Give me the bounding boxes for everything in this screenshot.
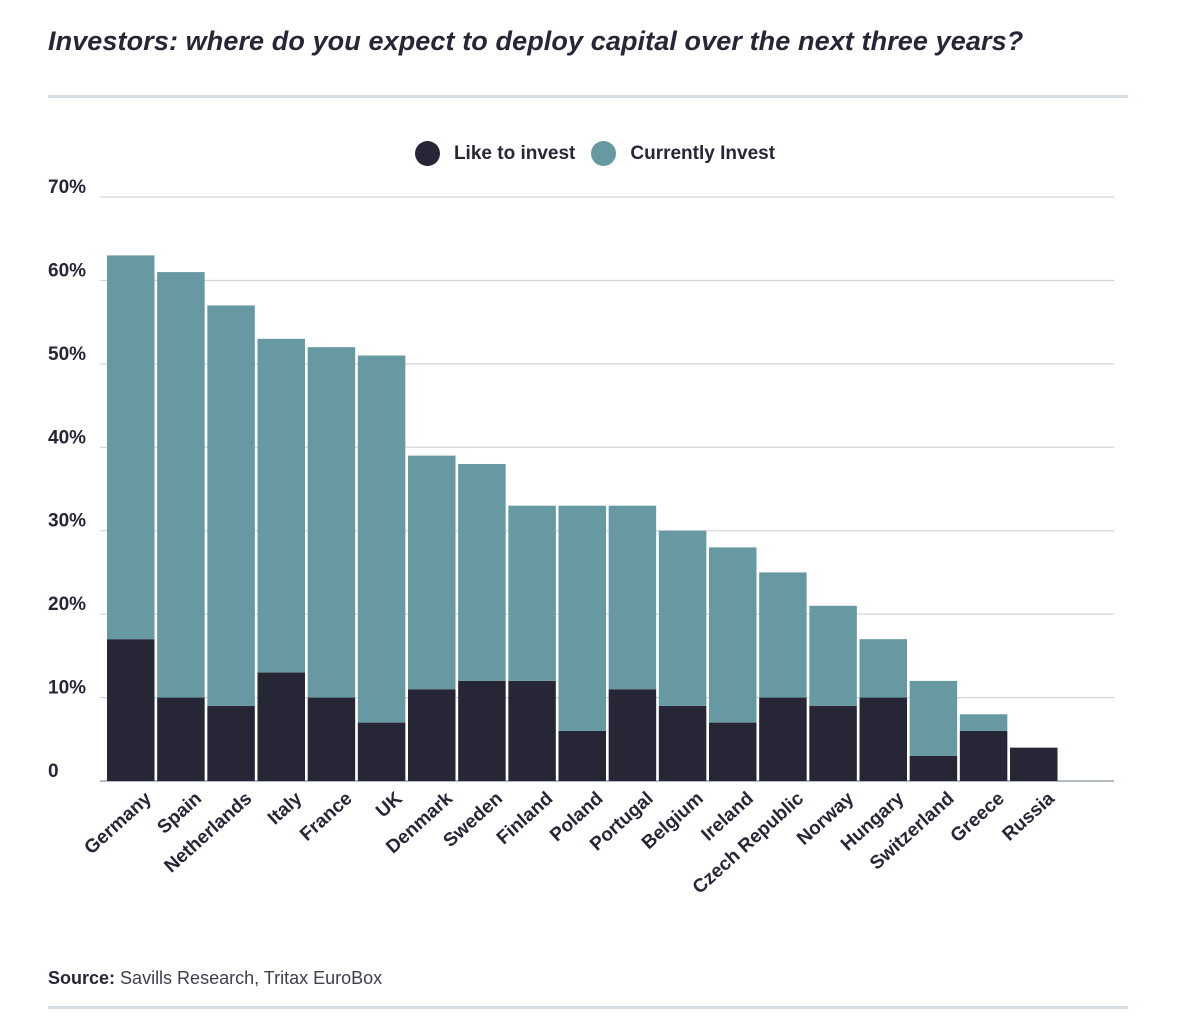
legend-swatch-current [591,141,617,166]
y-tick-label: 60% [48,260,86,281]
x-tick-label: UK [372,788,407,822]
bar-like-to-invest [809,705,857,781]
y-tick-label: 0 [48,761,59,782]
bottom-divider [48,1006,1128,1009]
bar-currently-invest [608,505,657,690]
bar-like-to-invest [608,689,657,781]
y-tick-label: 50% [48,344,86,365]
x-tick-label: Greece [947,788,1009,847]
x-tick-label: Germany [81,788,157,859]
legend-swatch-like [414,141,440,166]
bar-currently-invest [408,455,456,690]
bar-like-to-invest [909,755,958,781]
x-tick-label: Italy [264,788,307,829]
bar-currently-invest [207,305,255,706]
bar-currently-invest [859,639,907,698]
bar-currently-invest [257,338,305,673]
bar-currently-invest [558,505,606,731]
x-tick-label: France [296,788,356,845]
bar-like-to-invest [859,697,907,781]
y-tick-label: 30% [48,511,86,532]
bar-like-to-invest [959,730,1008,781]
bar-currently-invest [709,547,757,723]
bar-like-to-invest [408,689,456,781]
chart-title: Investors: where do you expect to deploy… [48,26,1024,56]
bar-like-to-invest [709,722,757,781]
bar-currently-invest [357,355,406,723]
bar-like-to-invest [107,639,155,781]
x-tick-label: Netherlands [161,788,257,877]
legend-label-like: Like to invest [453,142,576,164]
y-tick-label: 10% [48,678,86,699]
top-divider [48,95,1128,98]
bar-currently-invest [759,572,807,698]
bar-like-to-invest [307,697,356,781]
legend-item-current: Currently Invest [591,141,775,166]
bar-like-to-invest [558,730,606,781]
bar-currently-invest [658,530,707,706]
bar-like-to-invest [257,672,305,781]
bar-currently-invest [458,463,506,681]
bar-like-to-invest [658,705,707,781]
bar-like-to-invest [1010,747,1058,781]
bar-like-to-invest [508,680,556,781]
bar-chart: 010%20%30%40%50%60%70%GermanySpainNether… [48,177,1114,898]
bar-currently-invest [909,680,958,756]
legend-item-like: Like to invest [414,141,576,166]
bar-currently-invest [157,272,205,698]
source-label: Source: [48,968,116,988]
y-tick-label: 70% [48,177,86,198]
bar-like-to-invest [357,722,406,781]
bar-currently-invest [307,347,356,698]
bar-like-to-invest [207,705,255,781]
bar-currently-invest [508,505,556,681]
x-tick-label: Finland [493,788,557,849]
legend: Like to invest Currently Invest [0,141,1190,166]
source-text: Savills Research, Tritax EuroBox [120,968,383,988]
bar-currently-invest [959,714,1008,731]
y-tick-label: 40% [48,427,86,448]
bar-currently-invest [809,605,857,706]
legend-label-current: Currently Invest [630,142,776,164]
bar-like-to-invest [759,697,807,781]
x-tick-label: Russia [998,788,1059,846]
source-note: Source: Savills Research, Tritax EuroBox [48,968,382,989]
bar-currently-invest [107,255,155,640]
bar-like-to-invest [157,697,205,781]
y-tick-label: 20% [48,594,86,615]
bar-like-to-invest [458,680,506,781]
